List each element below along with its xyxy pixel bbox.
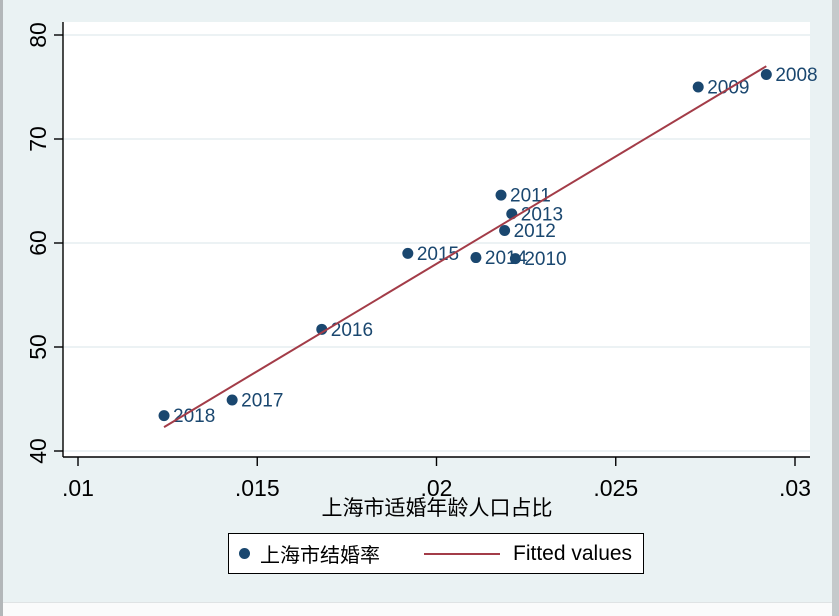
data-point-label-2013: 2013: [521, 204, 563, 225]
fitted-legend-line-icon: [424, 553, 500, 555]
y-tick-label-40: 40: [25, 438, 51, 464]
data-point-2015: [402, 247, 414, 259]
data-point-label-2008: 2008: [775, 65, 817, 86]
y-tick-label-50: 50: [25, 334, 51, 360]
data-point-2018: [158, 410, 170, 422]
y-tick-label-60: 60: [25, 230, 51, 256]
legend-label-scatter: 上海市结婚率: [260, 545, 380, 567]
y-tick-label-80: 80: [25, 22, 51, 48]
data-point-2009: [692, 81, 704, 93]
x-tick-label-.03: .03: [779, 475, 811, 501]
data-point-label-2010: 2010: [524, 249, 566, 270]
data-point-label-2018: 2018: [173, 406, 215, 427]
data-point-label-2014: 2014: [485, 248, 528, 269]
scatter-legend-marker-icon: [239, 548, 250, 559]
data-point-2011: [495, 189, 507, 201]
legend-label-fitted: Fitted values: [513, 541, 633, 565]
x-tick-label-.015: .015: [235, 475, 280, 501]
data-point-2017: [226, 394, 238, 406]
window-edge-right: [832, 0, 839, 616]
legend: 上海市结婚率 Fitted values: [228, 533, 644, 574]
data-point-label-2012: 2012: [514, 221, 556, 242]
data-point-2014: [470, 252, 482, 264]
y-tick-label-70: 70: [25, 126, 51, 152]
data-point-2012: [499, 225, 511, 237]
data-point-label-2015: 2015: [417, 244, 459, 265]
plot-area: [63, 22, 810, 457]
x-tick-label-.025: .025: [593, 475, 638, 501]
data-point-2008: [760, 69, 772, 81]
window-edge-left: [0, 0, 3, 616]
data-point-2010: [509, 253, 521, 265]
x-tick-label-.02: .02: [421, 475, 453, 501]
x-tick-label-.01: .01: [62, 475, 94, 501]
fitted-line: [163, 65, 767, 428]
data-point-label-2016: 2016: [331, 320, 373, 341]
data-point-label-2017: 2017: [241, 391, 283, 412]
window-edge-bottom: [3, 602, 832, 616]
x-axis-title: 上海市适婚年龄人口占比: [322, 497, 553, 520]
